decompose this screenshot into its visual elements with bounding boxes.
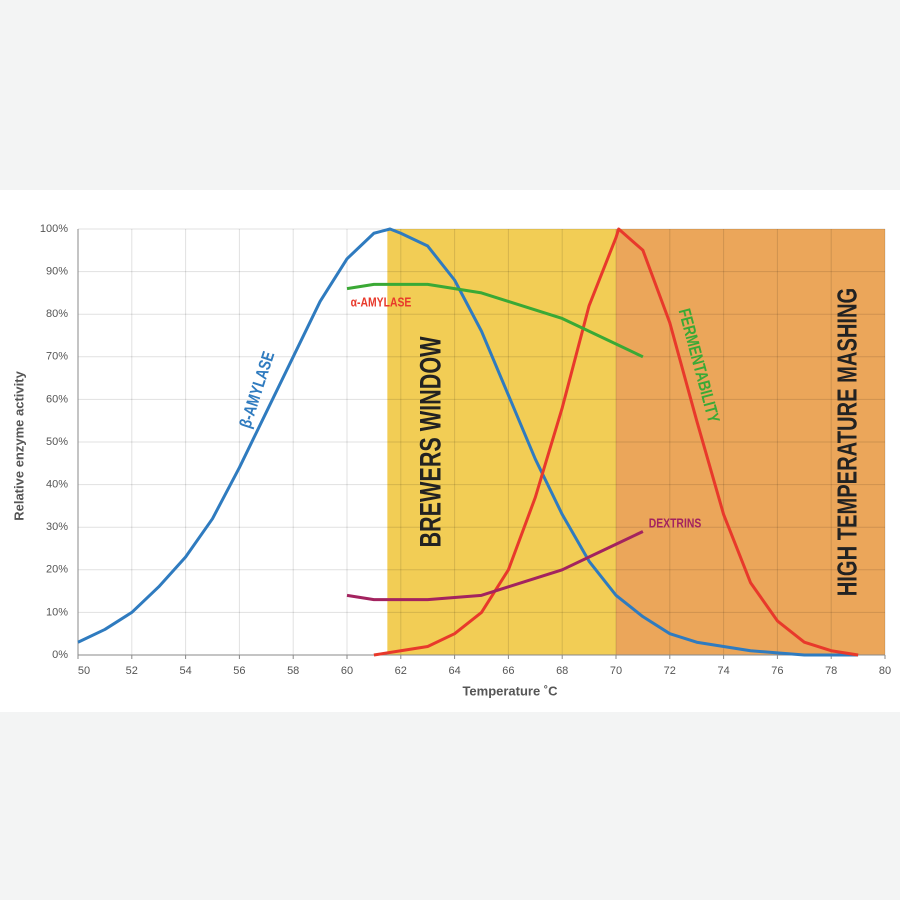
x-tick-label: 72 bbox=[664, 665, 676, 677]
x-tick-label: 78 bbox=[825, 665, 837, 677]
x-tick-label: 74 bbox=[717, 665, 729, 677]
line bbox=[346, 282, 644, 359]
series-label: α-AMYLASE bbox=[351, 295, 412, 309]
y-tick-label: 90% bbox=[46, 266, 68, 278]
y-tick-label: 100% bbox=[40, 223, 68, 235]
x-axis-label: Temperature ˚C bbox=[462, 683, 558, 698]
x-tick-label: 58 bbox=[287, 665, 299, 677]
x-tick-label: 50 bbox=[78, 665, 90, 677]
y-axis-label: Relative enzyme activity bbox=[11, 370, 26, 520]
line bbox=[373, 227, 859, 657]
line bbox=[77, 227, 859, 657]
y-tick-label: 0% bbox=[52, 649, 68, 661]
line bbox=[346, 530, 644, 602]
x-tick-label: 54 bbox=[179, 665, 191, 677]
x-tick-label: 52 bbox=[126, 665, 138, 677]
y-tick-label: 80% bbox=[46, 308, 68, 320]
region-label: BREWERS WINDOW bbox=[413, 336, 447, 547]
x-tick-label: 62 bbox=[395, 665, 407, 677]
y-tick-label: 60% bbox=[46, 393, 68, 405]
x-tick-label: 70 bbox=[610, 665, 622, 677]
region-label: HIGH TEMPERATURE MASHING bbox=[832, 288, 863, 596]
y-tick-label: 10% bbox=[46, 606, 68, 618]
x-tick-label: 64 bbox=[448, 665, 460, 677]
x-tick-label: 80 bbox=[879, 665, 891, 677]
y-tick-label: 40% bbox=[46, 479, 68, 491]
y-tick-label: 30% bbox=[46, 521, 68, 533]
x-tick-label: 68 bbox=[556, 665, 568, 677]
x-tick-label: 66 bbox=[502, 665, 514, 677]
y-tick-label: 50% bbox=[46, 436, 68, 448]
x-tick-label: 60 bbox=[341, 665, 353, 677]
x-tick-label: 56 bbox=[233, 665, 245, 677]
y-tick-label: 20% bbox=[46, 564, 68, 576]
series-label: DEXTRINS bbox=[649, 516, 702, 530]
x-tick-label: 76 bbox=[771, 665, 783, 677]
y-tick-label: 70% bbox=[46, 351, 68, 363]
